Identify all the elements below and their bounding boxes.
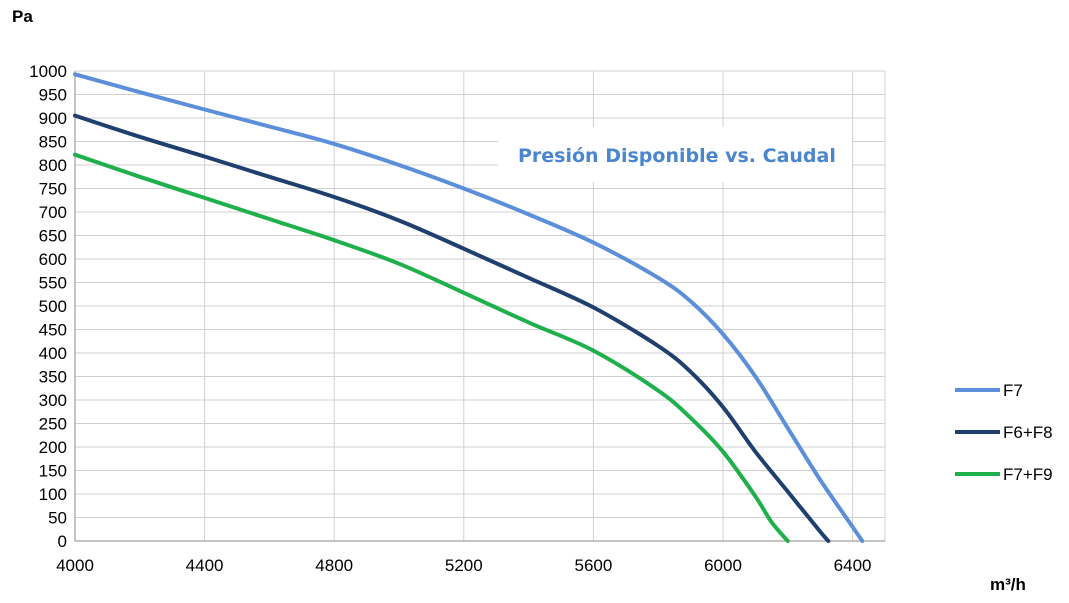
y-tick-label: 600 <box>39 250 67 269</box>
series-line-f6-f8 <box>73 113 831 543</box>
y-tick-label: 1000 <box>29 62 67 81</box>
legend-label: F7+F9 <box>1003 465 1053 484</box>
y-tick-label: 800 <box>39 156 67 175</box>
series-line-f7-f9 <box>73 152 790 543</box>
y-tick-label: 400 <box>39 344 67 363</box>
y-tick-labels: 0 50 100 150 200 250 300 350 400 450 500 550 600 650 7… <box>29 62 67 551</box>
x-tick-label: 6400 <box>834 556 872 575</box>
y-tick-label: 950 <box>39 86 67 105</box>
x-axis-label: m³/h <box>990 575 1026 594</box>
series-lines <box>73 72 865 543</box>
x-tick-label: 4000 <box>56 556 94 575</box>
x-tick-label: 5200 <box>445 556 483 575</box>
y-tick-label: 550 <box>39 274 67 293</box>
y-tick-label: 100 <box>39 485 67 504</box>
x-tick-label: 5600 <box>574 556 612 575</box>
chart-title: Presión Disponible vs. Caudal <box>518 145 836 167</box>
x-tick-label: 4800 <box>315 556 353 575</box>
x-tick-label: 6000 <box>704 556 742 575</box>
y-tick-label: 900 <box>39 109 67 128</box>
chart-title-box: Presión Disponible vs. Caudal <box>498 127 852 182</box>
series-line-f7 <box>73 72 865 543</box>
y-tick-label: 500 <box>39 297 67 316</box>
axes <box>74 71 885 542</box>
y-tick-label: 650 <box>39 227 67 246</box>
legend-label: F6+F8 <box>1003 423 1053 442</box>
y-tick-label: 250 <box>39 415 67 434</box>
y-tick-label: 0 <box>58 532 67 551</box>
y-tick-label: 850 <box>39 133 67 152</box>
y-axis-label: Pa <box>12 7 33 26</box>
y-tick-label: 150 <box>39 462 67 481</box>
y-tick-label: 200 <box>39 438 67 457</box>
y-tick-label: 750 <box>39 180 67 199</box>
y-tick-label: 350 <box>39 368 67 387</box>
legend-label: F7 <box>1003 381 1023 400</box>
legend: F7 F6+F8 F7+F9 <box>955 381 1053 484</box>
y-tick-label: 450 <box>39 321 67 340</box>
y-tick-label: 700 <box>39 203 67 222</box>
y-tick-label: 300 <box>39 391 67 410</box>
grid <box>74 70 886 542</box>
x-tick-labels: 4000 4400 4800 5200 5600 6000 6400 <box>56 556 871 575</box>
y-tick-label: 50 <box>48 509 67 528</box>
x-tick-label: 4400 <box>186 556 224 575</box>
